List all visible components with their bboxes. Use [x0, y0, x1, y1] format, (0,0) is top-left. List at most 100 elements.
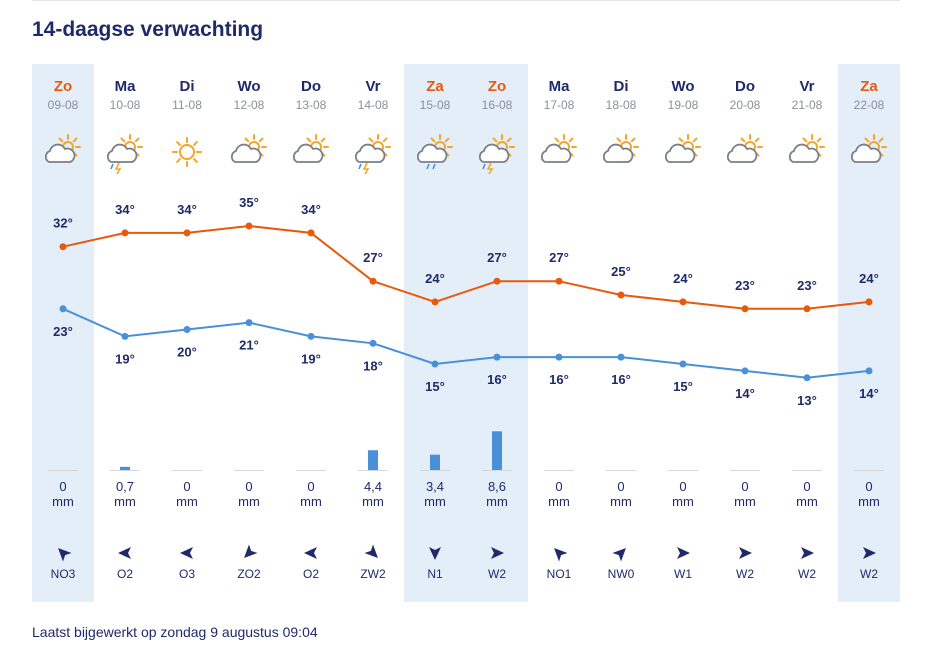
- page-title: 14-daagse verwachting: [32, 18, 264, 41]
- precip-value: 0,7: [116, 479, 134, 494]
- wind-label: O3: [179, 567, 195, 581]
- max-temp-point: [803, 305, 811, 313]
- day-date: 18-08: [606, 98, 637, 112]
- sun-icon: [172, 137, 202, 167]
- precip-value: 8,6: [488, 479, 506, 494]
- precip-unit: mm: [52, 494, 74, 509]
- precip-unit: mm: [424, 494, 446, 509]
- precip-value: 0: [555, 479, 562, 494]
- partly-cloudy-icon: [788, 134, 825, 163]
- min-temp-point: [741, 367, 749, 375]
- wind-label: W1: [674, 567, 692, 581]
- max-temp-label: 27°: [549, 250, 569, 265]
- min-temp-point: [431, 360, 439, 368]
- max-temp-point: [865, 298, 873, 306]
- wind-arrow-icon: [554, 548, 568, 562]
- min-temp-point: [555, 353, 563, 361]
- day-date: 11-08: [172, 98, 202, 112]
- wind-arrow-icon: [364, 544, 378, 558]
- min-temp-point: [865, 367, 873, 375]
- min-temp-point: [59, 305, 67, 313]
- min-temp-label: 23°: [53, 324, 73, 339]
- max-temp-label: 27°: [363, 250, 383, 265]
- min-temp-point: [245, 319, 253, 327]
- day-name: Wo: [671, 78, 694, 95]
- max-temp-label: 32°: [53, 216, 73, 231]
- day-date: 09-08: [48, 98, 79, 112]
- min-temp-label: 13°: [797, 393, 817, 408]
- partly-cloudy-icon: [44, 134, 81, 163]
- wind-label: W2: [488, 567, 506, 581]
- wind-label: W2: [798, 567, 816, 581]
- min-temp-label: 16°: [487, 372, 507, 387]
- wind-label: NW0: [608, 567, 635, 581]
- min-temp-label: 16°: [611, 372, 631, 387]
- thunder-rain-icon: [354, 134, 391, 175]
- day-date: 20-08: [730, 98, 761, 112]
- max-temp-label: 27°: [487, 250, 507, 265]
- precip-bar: [368, 450, 378, 470]
- min-temp-label: 15°: [673, 379, 693, 394]
- min-temp-label: 19°: [301, 351, 321, 366]
- min-temp-line: [62, 307, 870, 379]
- precip-unit: mm: [362, 494, 384, 509]
- wind-label: ZW2: [360, 567, 386, 581]
- wind-arrow-icon: [677, 547, 690, 559]
- wind-arrow-icon: [429, 547, 441, 560]
- wind-arrow-icon: [612, 548, 626, 562]
- thunder-rain-icon: [106, 134, 143, 175]
- precip-bar: [492, 431, 502, 470]
- day-name: Do: [301, 78, 321, 95]
- wind-label: N1: [427, 567, 443, 581]
- wind-arrow-icon: [58, 548, 72, 562]
- max-temp-point: [307, 229, 315, 237]
- precip-value: 0: [741, 479, 748, 494]
- min-temp-label: 16°: [549, 372, 569, 387]
- max-temp-label: 23°: [797, 278, 817, 293]
- day-name: Do: [735, 78, 755, 95]
- wind-label: NO3: [51, 567, 76, 581]
- precip-value: 4,4: [364, 479, 382, 494]
- precip-unit: mm: [238, 494, 260, 509]
- day-date: 19-08: [668, 98, 699, 112]
- min-temp-point: [803, 374, 811, 382]
- min-temp-point: [307, 332, 315, 340]
- cloudy-sun-icon: [664, 134, 701, 163]
- max-temp-point: [183, 229, 191, 237]
- day-name: Zo: [488, 78, 506, 95]
- max-temp-point: [555, 277, 563, 285]
- day-name: Ma: [115, 78, 136, 95]
- last-updated-text: Laatst bijgewerkt op zondag 9 augustus 0…: [32, 624, 318, 640]
- precip-value: 0: [865, 479, 872, 494]
- day-date: 12-08: [234, 98, 265, 112]
- day-name: Vr: [799, 78, 814, 95]
- wind-arrow-icon: [863, 547, 876, 559]
- day-date: 17-08: [544, 98, 575, 112]
- wind-label: W2: [736, 567, 754, 581]
- max-temp-point: [121, 229, 129, 237]
- max-temp-label: 24°: [673, 271, 693, 286]
- day-name: Zo: [54, 78, 72, 95]
- thunder-rain-icon: [478, 134, 515, 175]
- max-temp-point: [679, 298, 687, 306]
- partly-cloudy-icon: [540, 134, 577, 163]
- max-temp-label: 34°: [115, 202, 135, 217]
- day-name: Za: [860, 78, 878, 95]
- min-temp-label: 20°: [177, 345, 197, 360]
- wind-arrow-icon: [118, 547, 131, 559]
- max-temp-point: [369, 277, 377, 285]
- top-divider: [32, 0, 900, 1]
- min-temp-label: 14°: [859, 386, 879, 401]
- day-name: Ma: [549, 78, 570, 95]
- precip-bar: [120, 466, 130, 470]
- precip-value: 0: [183, 479, 190, 494]
- day-date: 21-08: [792, 98, 823, 112]
- precip-unit: mm: [176, 494, 198, 509]
- max-temp-line: [62, 224, 870, 310]
- cloud-rain-icon: [416, 134, 453, 170]
- max-temp-point: [431, 298, 439, 306]
- day-name: Di: [180, 78, 195, 95]
- wind-arrow-icon: [304, 547, 317, 559]
- max-temp-point: [59, 243, 67, 251]
